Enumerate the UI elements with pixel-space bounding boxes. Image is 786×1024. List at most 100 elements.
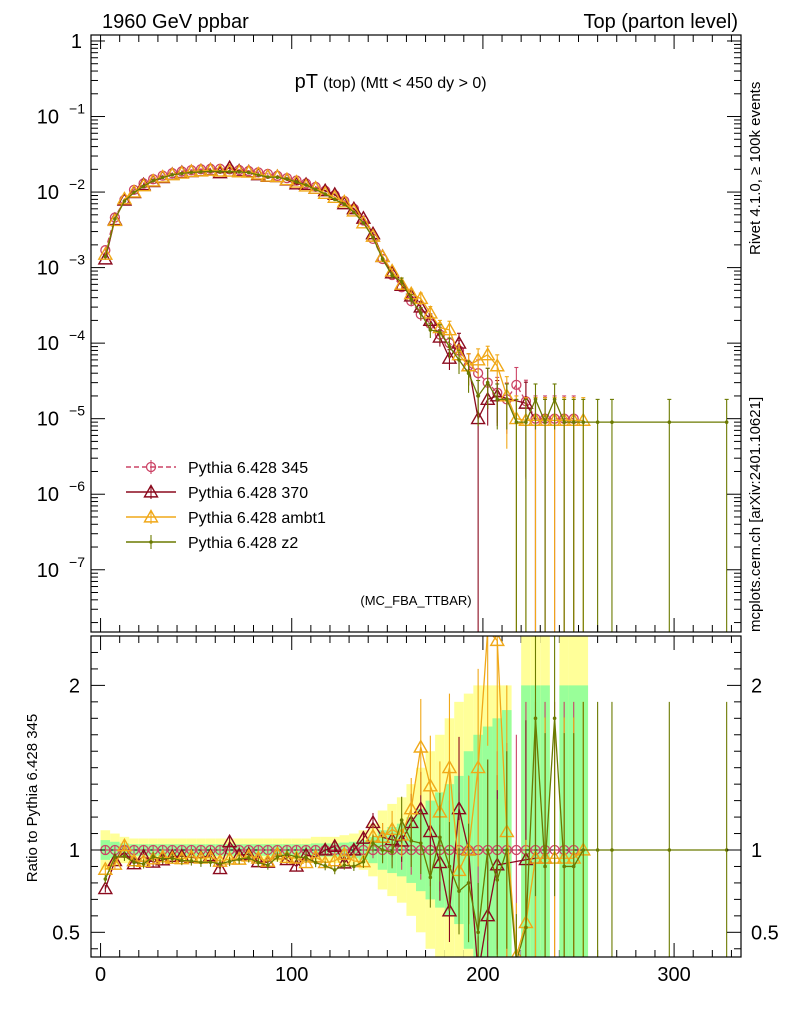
data-point [260,168,276,182]
y-tick-exponent: −4 [69,327,85,343]
data-point [571,420,576,424]
data-point [447,344,452,349]
y-tick-label: 10 [37,182,59,204]
ratio-point [466,881,471,885]
data-point [256,173,261,177]
ratio-point [384,821,400,835]
ratio-point [470,759,486,774]
ratio-point [323,864,327,868]
ratio-panel: 0 100 200 300 0.5 0.5 1 1 2 2 [52,635,779,986]
data-point [275,175,280,180]
data-point [202,162,219,176]
ratio-point [266,863,270,867]
y-tick-label: 10 [37,333,59,355]
ratio-y-tick-label-left: 1 [69,840,80,862]
y-tick-label: 10 [37,560,59,582]
data-point [489,357,505,372]
data-point [332,197,337,202]
ratio-point [495,878,500,882]
data-point [151,178,155,183]
ratio-point [164,850,180,864]
data-point [418,311,423,315]
data-point [246,170,251,175]
plot-title-main: pT [295,71,318,93]
ratio-point [667,848,672,852]
data-point [581,420,586,424]
ratio-point [189,859,194,863]
ratio-point [485,848,490,852]
data-point [342,202,347,207]
y-tick-label: 10 [37,107,59,129]
ratio-point [327,838,343,852]
ratio-point [505,848,509,852]
ratio-point [413,739,429,753]
ratio-point [422,823,439,838]
data-point [97,246,114,260]
data-point [413,290,429,305]
data-point [269,168,286,183]
ratio-point [361,859,366,864]
ratio-point [336,846,353,860]
plot-title-sub: (top) (Mtt < 450 dy > 0) [323,75,487,92]
data-point [208,169,213,174]
data-point [298,178,314,192]
legend: Pythia 6.428 345 Pythia 6.428 370 Pythia 6… [126,460,326,552]
data-point [170,173,175,177]
ratio-point [285,852,289,857]
ratio-point [552,716,557,721]
ratio-point [418,841,423,845]
ratio-point [97,880,114,895]
ratio-y-tick-label-left: 0.5 [52,922,80,944]
x-tick-label: 200 [466,964,499,986]
ratio-point [533,716,538,721]
data-point [304,183,308,187]
ratio-point [304,855,308,860]
legend-marker [149,540,153,544]
ratio-point [438,835,442,840]
ratio-point [390,850,394,854]
y-tick-exponent: −2 [69,176,85,192]
data-point [183,163,200,178]
ratio-point [724,848,729,852]
y-tick-label: 10 [37,258,59,280]
ratio-point [170,856,175,861]
data-point [132,190,136,195]
data-point [495,397,500,402]
ratio-point [116,837,133,852]
series-line [104,167,546,422]
data-point [355,215,372,229]
header-process-label: Top (parton level) [583,11,738,33]
series-ratio-3 [103,636,729,957]
data-point [543,420,547,424]
ratio-point [441,902,458,917]
ratio-point [122,854,127,859]
data-point [479,346,496,361]
ratio-y-tick-label-left: 2 [69,675,80,697]
data-point [141,184,146,189]
data-point [724,420,729,424]
data-point [266,175,270,179]
ratio-point [199,860,203,865]
data-point [441,321,458,336]
data-point [227,169,232,174]
ratio-point [212,860,228,875]
data-point [409,297,414,302]
data-point [380,257,385,261]
data-point [323,192,327,196]
ratio-point [288,858,305,872]
legend-label: Pythia 6.428 ambt1 [188,510,326,527]
data-point [365,228,381,242]
ratio-point [180,858,184,863]
data-point [562,420,566,424]
ratio-point [511,947,522,957]
ratio-point [441,759,458,774]
ratio-point [160,857,165,861]
ratio-point [237,857,241,862]
data-point [390,273,394,278]
data-point [231,163,247,178]
ratio-point [103,877,108,881]
ratio-point [342,863,347,867]
data-point [441,350,458,364]
ratio-point [313,860,318,865]
data-point [212,163,228,177]
